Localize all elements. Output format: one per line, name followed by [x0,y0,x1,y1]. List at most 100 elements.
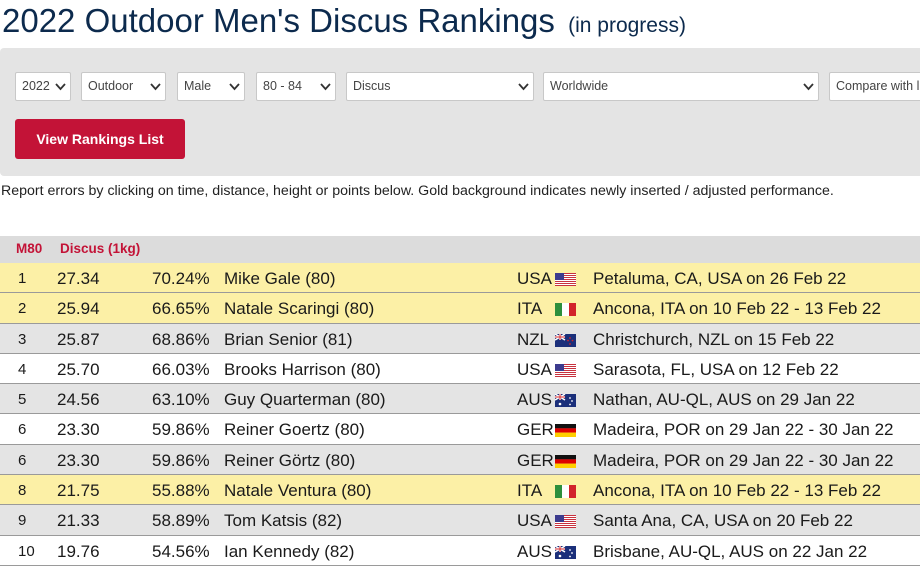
nation-code: USA [517,511,552,531]
venue-date: Ancona, ITA on 10 Feb 22 - 13 Feb 22 [593,481,881,501]
age-grade-percent: 59.86% [152,420,210,440]
event-label: Discus (1kg) [60,241,141,256]
rank-cell: 6 [18,451,27,469]
athlete-name-link[interactable]: Ian Kennedy (82) [224,541,355,561]
age-group-select[interactable]: 80 - 84 [256,72,336,101]
age-grade-percent: 59.86% [152,450,210,470]
athlete-name-link[interactable]: Natale Scaringi (80) [224,299,375,319]
chevron-down-icon [320,83,331,91]
rank-cell: 2 [18,300,27,318]
rank-cell: 5 [18,391,27,409]
chevron-down-icon [803,83,814,91]
rank-cell: 3 [18,330,27,348]
page-title: 2022 Outdoor Men's Discus Rankings (in p… [2,2,686,40]
compare-select[interactable]: Compare with l [829,72,920,101]
age-grade-percent: 54.56% [152,541,210,561]
venue-date: Petaluma, CA, USA on 26 Feb 22 [593,269,847,288]
rank-cell: 10 [18,542,35,560]
venue-date: Nathan, AU-QL, AUS on 29 Jan 22 [593,390,855,410]
mark-link[interactable]: 25.87 [57,329,100,349]
table-row: 6 23.30 59.86% Reiner Görtz (80) GER Madeira,… [0,444,920,476]
usa-flag-icon [555,273,576,286]
page-title-text: 2022 Outdoor Men's Discus Rankings [2,2,555,39]
mark-link[interactable]: 23.30 [57,420,100,440]
age-category-label: M80 [16,241,43,256]
gender-select[interactable]: Male [177,72,245,101]
nation-code: ITA [517,299,543,319]
table-row: 4 25.70 66.03% Brooks Harrison (80) USA Saras… [0,353,920,385]
report-errors-note: Report errors by clicking on time, dista… [1,183,834,199]
table-row: 5 24.56 63.10% Guy Quarterman (80) AUS Nathan… [0,384,920,415]
age-group-select-value: 80 - 84 [263,79,302,93]
athlete-name-link[interactable]: Brian Senior (81) [224,329,353,349]
year-select-value: 2022 [22,79,50,93]
table-row: 1 27.34 70.24% Mike Gale (80) USA Petaluma, C… [0,263,920,294]
age-grade-percent: 66.65% [152,299,210,319]
chevron-down-icon [55,83,66,91]
chevron-down-icon [229,83,240,91]
chevron-down-icon [150,83,161,91]
nation-code: AUS [517,541,552,561]
venue-date: Ancona, ITA on 10 Feb 22 - 13 Feb 22 [593,299,881,319]
table-row: 10 19.76 54.56% Ian Kennedy (82) AUS Brisbane… [0,535,920,566]
ger-flag-icon [555,454,576,468]
nzl-flag-icon [555,333,576,347]
rank-cell: 6 [18,421,27,439]
mark-link[interactable]: 25.70 [57,359,100,379]
page-subtitle: (in progress) [568,14,686,37]
table-row: 6 23.30 59.86% Reiner Goertz (80) GER Madeira… [0,414,920,445]
athlete-name-link[interactable]: Tom Katsis (82) [224,511,343,531]
athlete-name-link[interactable]: Guy Quarterman (80) [224,390,386,410]
venue-date: Madeira, POR on 29 Jan 22 - 30 Jan 22 [593,420,894,440]
nation-code: AUS [517,390,552,410]
gender-select-value: Male [184,79,212,93]
age-grade-percent: 63.10% [152,390,210,410]
mark-link[interactable]: 24.56 [57,390,100,410]
athlete-name-link[interactable]: Mike Gale (80) [224,269,336,288]
ger-flag-icon [555,424,576,438]
age-grade-percent: 70.24% [152,269,210,288]
venue-date: Madeira, POR on 29 Jan 22 - 30 Jan 22 [593,450,894,470]
ita-flag-icon [555,485,576,499]
mark-link[interactable]: 19.76 [57,541,100,561]
athlete-name-link[interactable]: Reiner Goertz (80) [224,420,365,440]
nation-code: NZL [517,329,550,349]
mark-link[interactable]: 21.75 [57,481,100,501]
mark-link[interactable]: 21.33 [57,511,100,531]
year-select[interactable]: 2022 [15,72,71,101]
nation-code: USA [517,269,552,288]
ita-flag-icon [555,303,576,317]
region-select-value: Worldwide [550,79,609,93]
table-row: 2 25.94 66.65% Natale Scaringi (80) ITA Ancon… [0,293,920,324]
event-select-value: Discus [353,79,391,93]
rankings-table: 1 27.34 70.24% Mike Gale (80) USA Petaluma, C… [0,263,920,566]
region-select[interactable]: Worldwide [543,72,819,101]
mark-link[interactable]: 25.94 [57,299,100,319]
age-grade-percent: 66.03% [152,359,210,379]
rank-cell: 4 [18,360,27,378]
table-row: 3 25.87 68.86% Brian Senior (81) NZL Christch… [0,323,920,354]
venue-date: Sarasota, FL, USA on 12 Feb 22 [593,359,839,379]
age-grade-percent: 55.88% [152,481,210,501]
rank-cell: 8 [18,482,27,500]
event-select[interactable]: Discus [346,72,534,101]
nation-code: GER [517,450,554,470]
mark-link[interactable]: 27.34 [57,269,100,288]
aus-flag-icon [555,394,576,408]
usa-flag-icon [555,363,576,377]
venue-date: Christchurch, NZL on 15 Feb 22 [593,329,835,349]
athlete-name-link[interactable]: Natale Ventura (80) [224,481,372,501]
chevron-down-icon [518,83,529,91]
compare-select-value: Compare with l [836,79,920,93]
usa-flag-icon [555,515,576,529]
mark-link[interactable]: 23.30 [57,450,100,470]
athlete-name-link[interactable]: Brooks Harrison (80) [224,359,381,379]
view-rankings-button[interactable]: View Rankings List [15,119,185,159]
filter-panel: 2022 Outdoor Male 80 - 84 Discus Worldwi… [0,48,920,176]
age-grade-percent: 58.89% [152,511,210,531]
rank-cell: 9 [18,512,27,530]
table-row: 8 21.75 55.88% Natale Ventura (80) ITA Ancona… [0,475,920,506]
venue-type-select[interactable]: Outdoor [81,72,166,101]
athlete-name-link[interactable]: Reiner Görtz (80) [224,450,356,470]
venue-date: Santa Ana, CA, USA on 20 Feb 22 [593,511,853,531]
